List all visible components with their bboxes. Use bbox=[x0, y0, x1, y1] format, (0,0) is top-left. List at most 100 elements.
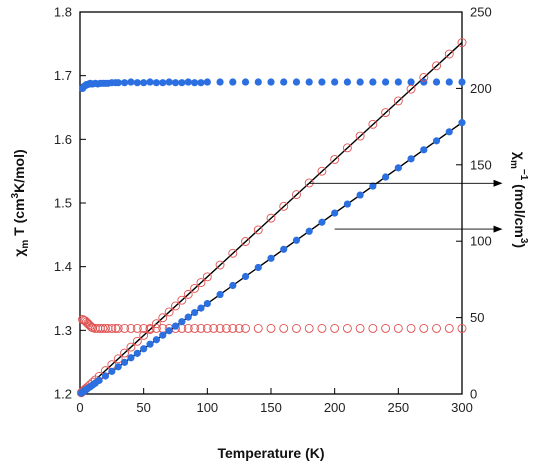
series-3-point bbox=[196, 278, 206, 288]
series-4-point bbox=[267, 254, 275, 262]
series-2-point bbox=[432, 78, 441, 86]
series-4-point bbox=[229, 281, 237, 290]
series-2-point bbox=[216, 78, 224, 86]
series-4-point bbox=[432, 137, 441, 145]
series-1-point bbox=[120, 323, 130, 333]
series-3-point bbox=[266, 213, 276, 223]
series-3-point bbox=[317, 166, 327, 176]
series-1-point bbox=[432, 323, 441, 333]
series-2-point bbox=[152, 79, 160, 87]
left-tick-label: 1.4 bbox=[54, 259, 72, 274]
series-1-point bbox=[393, 323, 403, 333]
series-4-point bbox=[114, 363, 122, 371]
series-1-point bbox=[111, 323, 121, 333]
series-1-point bbox=[196, 323, 206, 333]
right-tick-label: 100 bbox=[470, 234, 492, 249]
series-2-point bbox=[229, 78, 237, 86]
series-3-point bbox=[190, 283, 200, 293]
series-4-point bbox=[241, 272, 250, 281]
series-3-point bbox=[126, 342, 136, 352]
series-4-point bbox=[165, 327, 173, 335]
series-3-point bbox=[432, 61, 441, 71]
right-tick-label: 150 bbox=[470, 157, 492, 172]
series-3-point bbox=[381, 108, 391, 117]
series-1-point bbox=[266, 323, 276, 333]
series-3-point bbox=[444, 49, 454, 59]
right-axis-title-units-b: ) bbox=[512, 243, 528, 248]
series-2-point bbox=[191, 79, 199, 87]
plot-frame bbox=[79, 11, 463, 395]
series-2-point bbox=[458, 78, 466, 86]
series-4-point bbox=[216, 290, 224, 299]
series-3-point bbox=[393, 96, 403, 106]
series-2-point bbox=[171, 79, 180, 87]
series-2-point bbox=[165, 78, 173, 86]
series-3-point bbox=[457, 38, 467, 48]
fit-lines bbox=[79, 42, 463, 395]
series-1-point bbox=[241, 323, 250, 333]
series-3-point bbox=[132, 336, 142, 346]
series-3-point bbox=[177, 295, 187, 305]
series-4-point bbox=[146, 340, 154, 348]
series-2-point bbox=[184, 78, 192, 86]
series-2-point bbox=[241, 78, 250, 86]
right-axis-title-units-sup: 3 bbox=[518, 238, 529, 244]
series-1-point bbox=[330, 323, 340, 333]
series-2-point bbox=[140, 79, 148, 87]
series-4-point bbox=[407, 155, 415, 163]
left-axis-title-base: χ bbox=[11, 249, 27, 257]
data-points bbox=[76, 38, 467, 398]
x-tick-label: 300 bbox=[451, 400, 473, 415]
series-2-point bbox=[120, 79, 129, 87]
series-1-point bbox=[98, 323, 108, 333]
right-tick-label: 250 bbox=[470, 5, 492, 20]
series-3-point bbox=[145, 325, 155, 334]
series-3-point bbox=[228, 248, 238, 258]
series-2-point bbox=[369, 78, 377, 86]
fit-line-1 bbox=[79, 42, 463, 395]
series-3-point bbox=[342, 143, 352, 153]
series-1-point bbox=[215, 323, 225, 333]
series-1-point bbox=[101, 323, 110, 333]
series-2-point bbox=[343, 78, 351, 86]
x-tick-label: 50 bbox=[136, 400, 150, 415]
series-1-point bbox=[304, 323, 314, 333]
left-axis-title-sup: 3 bbox=[10, 192, 21, 198]
left-axis-title-end: K/mol) bbox=[11, 149, 27, 193]
series-3-point bbox=[330, 155, 340, 164]
series-3-point bbox=[113, 354, 123, 364]
series-2-point bbox=[382, 78, 390, 86]
series-4-point bbox=[292, 236, 301, 244]
series-3-point bbox=[183, 289, 193, 299]
series-1-point bbox=[457, 323, 467, 333]
x-axis-title: Temperature (K) bbox=[217, 445, 324, 461]
series-3-point bbox=[202, 272, 212, 282]
series-4-point bbox=[382, 173, 390, 181]
series-3-point bbox=[279, 201, 289, 211]
x-tick-label: 100 bbox=[196, 400, 218, 415]
series-4-point bbox=[127, 354, 135, 362]
right-axis-title-sub: m bbox=[508, 160, 519, 169]
series-3-point bbox=[171, 301, 180, 311]
x-tick-label: 250 bbox=[387, 400, 409, 415]
series-2-point bbox=[318, 78, 326, 86]
series-2-point bbox=[127, 78, 135, 86]
right-tick-label: 200 bbox=[470, 81, 492, 96]
series-1-point bbox=[113, 323, 123, 333]
series-2-point bbox=[133, 79, 141, 87]
series-3-point bbox=[241, 237, 250, 246]
series-2-point bbox=[445, 78, 453, 86]
x-tick-label: 200 bbox=[324, 400, 346, 415]
series-3-point bbox=[292, 190, 301, 200]
left-tick-label: 1.5 bbox=[54, 196, 72, 211]
series-4-point bbox=[159, 331, 167, 339]
series-1-point bbox=[381, 323, 391, 333]
series-3-point bbox=[419, 72, 429, 82]
series-4-point bbox=[120, 358, 129, 366]
series-1-point bbox=[368, 323, 378, 333]
series-4-point bbox=[101, 372, 110, 380]
series-3-point bbox=[151, 319, 161, 329]
series-3-point bbox=[355, 131, 365, 141]
left-axis-title-sub: m bbox=[20, 240, 31, 249]
